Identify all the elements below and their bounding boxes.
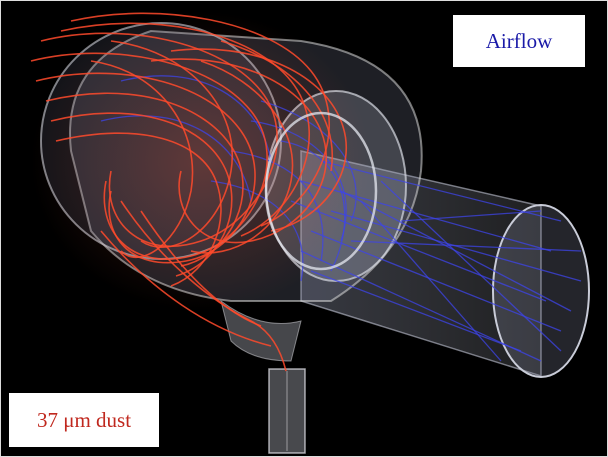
dust-outlet-pipe (268, 368, 306, 454)
dust-glow (31, 11, 371, 311)
dust-label: 37 μm dust (9, 393, 159, 447)
vortex-finder-rim (264, 111, 378, 271)
airflow-label: Airflow (453, 15, 585, 67)
dust-streamlines (30, 12, 347, 372)
airflow-streamlines (100, 75, 582, 362)
